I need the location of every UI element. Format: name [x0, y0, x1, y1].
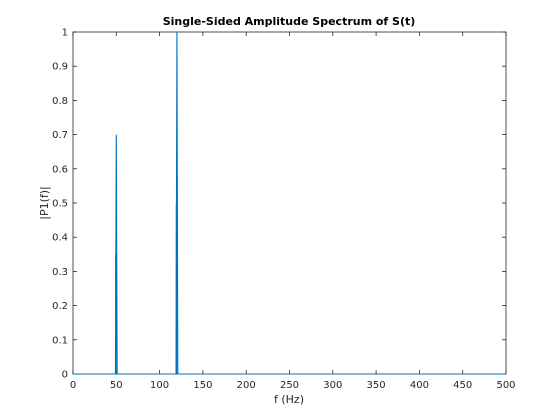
chart-title: Single-Sided Amplitude Spectrum of S(t) — [163, 15, 416, 28]
x-tick-label: 50 — [110, 380, 123, 391]
y-tick-label: 0.7 — [52, 130, 68, 141]
x-axis-label: f (Hz) — [274, 393, 304, 406]
y-tick-label: 1 — [62, 28, 68, 39]
y-tick-label: 0.2 — [52, 301, 68, 312]
y-tick-label: 0.1 — [52, 335, 68, 346]
y-axis-label: |P1(f)| — [38, 186, 51, 220]
x-tick-label: 300 — [323, 380, 342, 391]
x-tick-label: 450 — [453, 380, 472, 391]
y-tick-label: 0.9 — [52, 62, 68, 73]
y-tick-label: 0.5 — [52, 199, 68, 210]
x-axis-ticks: 0 50 100 150 200 250 300 350 400 450 500 — [70, 32, 516, 391]
x-tick-label: 150 — [193, 380, 212, 391]
y-tick-label: 0.6 — [52, 164, 68, 175]
x-tick-label: 0 — [70, 380, 76, 391]
y-tick-label: 0.3 — [52, 267, 68, 278]
x-tick-label: 400 — [410, 380, 429, 391]
plot-area-frame — [72, 31, 507, 375]
y-tick-label: 0 — [62, 370, 68, 381]
x-tick-label: 350 — [367, 380, 386, 391]
y-tick-label: 0.8 — [52, 96, 68, 107]
series-group — [73, 31, 506, 375]
y-tick-label: 0.4 — [52, 233, 68, 244]
x-tick-label: 500 — [496, 380, 515, 391]
x-tick-label: 200 — [237, 380, 256, 391]
x-tick-label: 100 — [150, 380, 169, 391]
y-axis-ticks: 0 0.1 0.2 0.3 0.4 0.5 0.6 0.7 0.8 0.9 1 — [52, 28, 506, 381]
x-tick-label: 250 — [280, 380, 299, 391]
